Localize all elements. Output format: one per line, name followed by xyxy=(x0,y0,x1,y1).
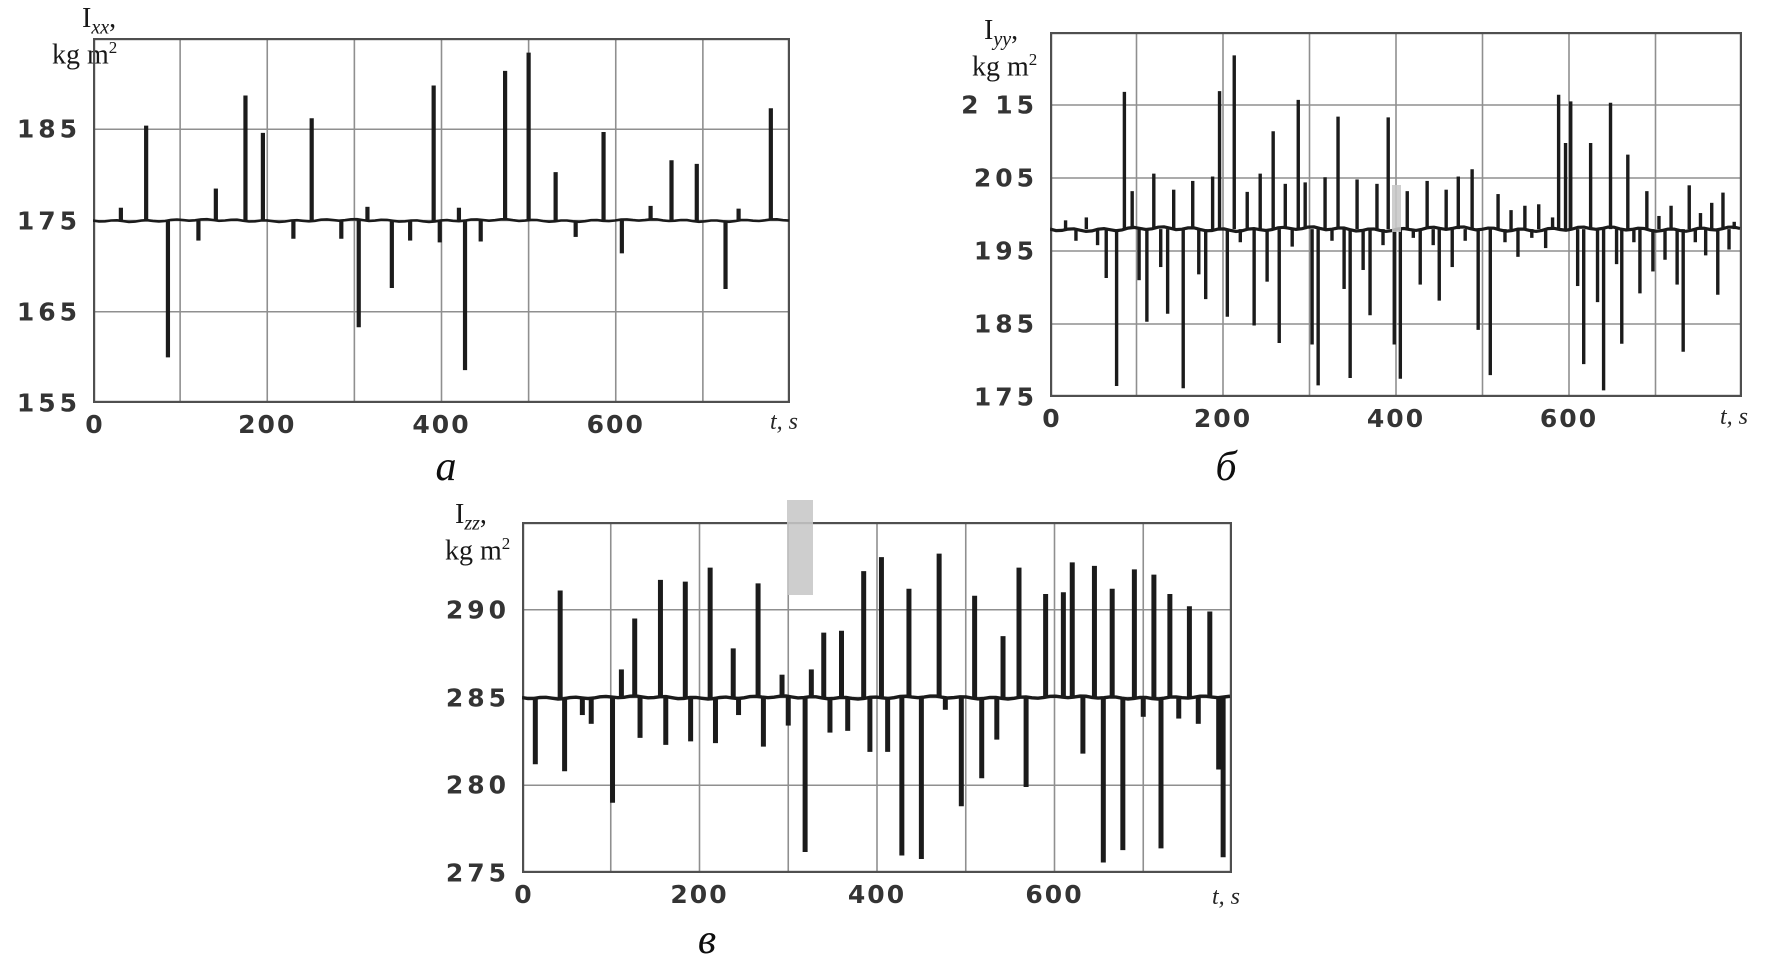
quantity-symbol: I xyxy=(984,15,994,46)
x-tick-label: 600 xyxy=(1025,880,1084,909)
x-tick-label: 600 xyxy=(586,410,645,439)
y-tick-label: 285 xyxy=(445,683,510,712)
chart-v-y-axis-title: Izz, kg m2 xyxy=(445,499,511,567)
unit-label: kg m xyxy=(52,39,109,71)
y-tick-label: 275 xyxy=(445,858,510,888)
y-tick-label: 195 xyxy=(973,236,1038,266)
y-tick-label: 2 15 xyxy=(961,90,1038,120)
y-tick-label: 185 xyxy=(16,114,81,144)
data-series xyxy=(522,553,1231,863)
plot-svg xyxy=(522,522,1232,873)
chart-b-plot-area xyxy=(1050,32,1742,397)
x-tick-label: 0 xyxy=(514,880,534,909)
x-tick-label: 200 xyxy=(670,880,729,909)
y-tick-label: 155 xyxy=(16,388,81,418)
gray-smudge-over-chart-v xyxy=(787,500,813,595)
quantity-symbol: I xyxy=(455,499,465,530)
y-tick-label: 280 xyxy=(445,770,510,800)
plot-frame xyxy=(1050,32,1742,397)
gray-smudge-in-chart-b xyxy=(1392,185,1401,232)
y-tick-label: 290 xyxy=(445,595,510,625)
y-tick-label: 185 xyxy=(973,309,1038,339)
x-tick-label: 200 xyxy=(238,410,297,439)
chart-a-caption: а xyxy=(435,444,457,490)
x-tick-label: 400 xyxy=(847,880,907,909)
chart-v-x-axis-label: t, s xyxy=(1211,884,1240,910)
data-series xyxy=(1050,55,1741,391)
chart-b-x-axis-label: t, s xyxy=(1719,404,1748,430)
plot-svg xyxy=(1050,32,1742,397)
unit-label: kg m xyxy=(972,51,1029,83)
x-tick-label: 0 xyxy=(85,410,105,439)
chart-b-y-axis-title: Iyy, kg m2 xyxy=(972,15,1038,83)
x-tick-label: 200 xyxy=(1193,404,1253,433)
chart-v-plot-area xyxy=(522,522,1232,873)
y-tick-label: 175 xyxy=(16,206,81,235)
y-tick-label: 205 xyxy=(973,163,1038,193)
chart-v-caption: в xyxy=(697,917,717,963)
x-tick-label: 600 xyxy=(1539,404,1599,433)
y-tick-label: 165 xyxy=(16,297,81,327)
x-tick-label: 400 xyxy=(1366,404,1426,433)
x-tick-label: 400 xyxy=(412,410,471,439)
data-series xyxy=(93,52,790,371)
quantity-symbol: I xyxy=(82,3,92,34)
chart-b-caption: б xyxy=(1215,444,1237,490)
plot-svg xyxy=(93,38,790,403)
chart-a-y-axis-title: Ixx, kg m2 xyxy=(52,3,118,71)
y-tick-label: 175 xyxy=(973,382,1038,412)
chart-a-x-axis-label: t, s xyxy=(769,409,798,435)
unit-label: kg m xyxy=(445,535,502,567)
x-tick-label: 0 xyxy=(1042,404,1062,433)
chart-a-plot-area xyxy=(93,38,790,403)
